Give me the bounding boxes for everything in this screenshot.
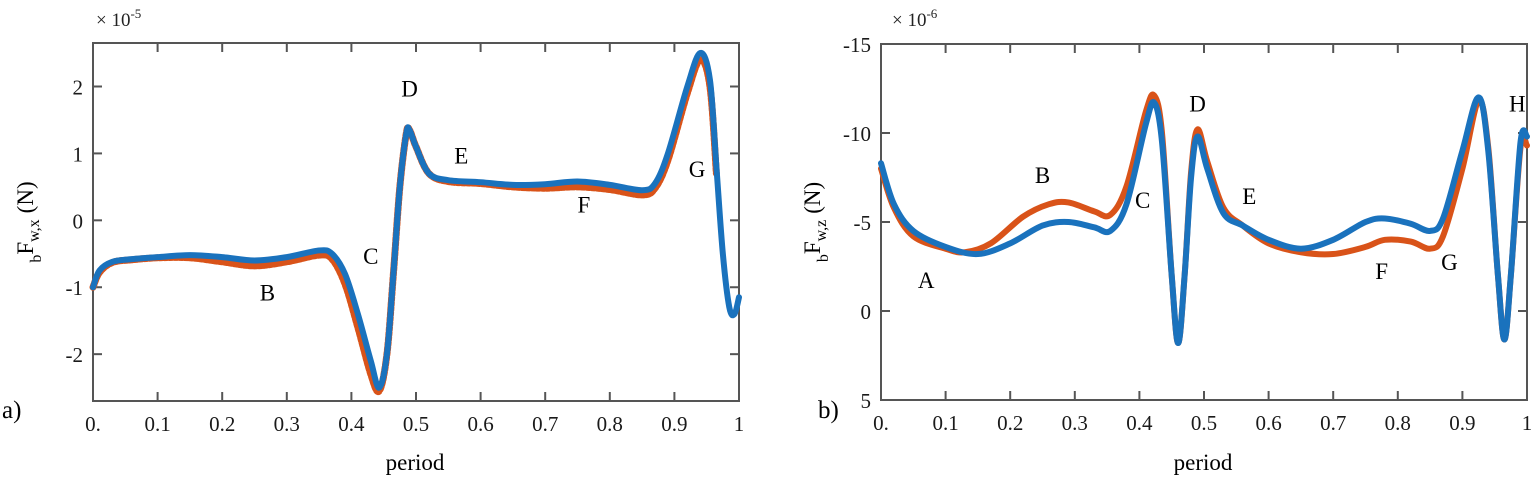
x-tick-label: 0.6 (467, 412, 493, 436)
point-annotation: F (578, 192, 591, 217)
x-tick-label: 0.8 (1385, 411, 1411, 435)
x-tick-label: 0. (85, 412, 101, 436)
y-tick-label: 1 (73, 142, 84, 166)
x-tick-label: 0. (873, 411, 889, 435)
point-annotation: E (454, 143, 468, 168)
x-tick-label: 0.5 (403, 412, 429, 436)
x-tick-label: 0.3 (1062, 411, 1088, 435)
chart-panel-b: 0. 0.1 0.2 0.3 0.4 0.5 0.6 0.7 0.8 0.9 1 -15 -10 -5 0 5… (800, 6, 1532, 475)
panel-label-a: a) (2, 397, 21, 424)
point-annotation: D (1189, 92, 1206, 117)
point-annotation: C (1135, 188, 1150, 213)
x-tick-label: 0.4 (1126, 411, 1153, 435)
svg-text:bFw,x(N): bFw,x(N) (13, 181, 45, 262)
x-tick-label: 0.3 (274, 412, 300, 436)
y-axis-label-b: bFw,z(N) (800, 182, 832, 262)
y-tick-label: -2 (66, 343, 84, 367)
y-tick-label: -10 (843, 122, 871, 146)
x-tick-label: 0.1 (932, 411, 958, 435)
annotations-b: A B C D E F G H (918, 92, 1526, 293)
axis-ticks-b: 0. 0.1 0.2 0.3 0.4 0.5 0.6 0.7 0.8 0.9 1 -15 -10 -5 0 5 (843, 33, 1532, 435)
point-annotation: F (1375, 259, 1388, 284)
x-tick-label: 0.7 (1320, 411, 1346, 435)
x-tick-label: 0.9 (661, 412, 687, 436)
x-tick-label: 0.5 (1191, 411, 1217, 435)
x-tick-label: 1 (734, 412, 745, 436)
x-tick-label: 0.4 (338, 412, 365, 436)
x-tick-label: 0.7 (532, 412, 558, 436)
svg-text:bFw,z(N): bFw,z(N) (800, 182, 832, 262)
x-tick-label: 0.1 (144, 412, 170, 436)
series-orange (878, 91, 1530, 347)
x-axis-label-a: period (386, 450, 445, 475)
exponent-label-a: × 10-5 (96, 6, 141, 31)
y-tick-label: -5 (854, 211, 872, 235)
y-tick-label: 2 (73, 75, 84, 99)
x-axis-label-b: period (1174, 450, 1233, 475)
point-annotation: D (401, 77, 418, 102)
x-tick-label: 0.2 (209, 412, 235, 436)
chart-panel-a: 0. 0.1 0.2 0.3 0.4 0.5 0.6 0.7 0.8 0.9 1 -2 -1 0 1 2 B C… (2, 6, 744, 475)
data-lines-a (89, 50, 742, 396)
x-tick-label: 0.2 (997, 411, 1023, 435)
point-annotation: G (1441, 250, 1458, 275)
series-blue (878, 94, 1530, 347)
point-annotation: C (363, 244, 378, 269)
y-tick-label: -15 (843, 33, 871, 57)
exponent-label-b: × 10-6 (892, 6, 938, 31)
series-blue (90, 50, 742, 391)
point-annotation: E (1242, 184, 1256, 209)
y-tick-label: 0 (73, 209, 84, 233)
point-annotation: B (260, 281, 275, 306)
data-lines-b (878, 91, 1530, 347)
point-annotation: B (1035, 163, 1050, 188)
point-annotation: G (689, 157, 706, 182)
x-tick-label: 0.6 (1255, 411, 1281, 435)
x-tick-label: 1 (1522, 411, 1532, 435)
point-annotation: A (918, 268, 935, 293)
y-axis-label-a: bFw,x(N) (13, 181, 45, 262)
panel-label-b: b) (818, 397, 839, 424)
y-tick-label: 5 (861, 389, 872, 413)
x-tick-label: 0.9 (1449, 411, 1475, 435)
y-tick-label: 0 (861, 300, 872, 324)
point-annotation: H (1509, 92, 1526, 117)
series-orange (89, 56, 720, 396)
y-tick-label: -1 (66, 276, 84, 300)
axis-ticks-a: 0. 0.1 0.2 0.3 0.4 0.5 0.6 0.7 0.8 0.9 1 -2 -1 0 1 2 (66, 43, 745, 436)
annotations-a: B C D E F G (260, 77, 706, 306)
x-tick-label: 0.8 (597, 412, 623, 436)
